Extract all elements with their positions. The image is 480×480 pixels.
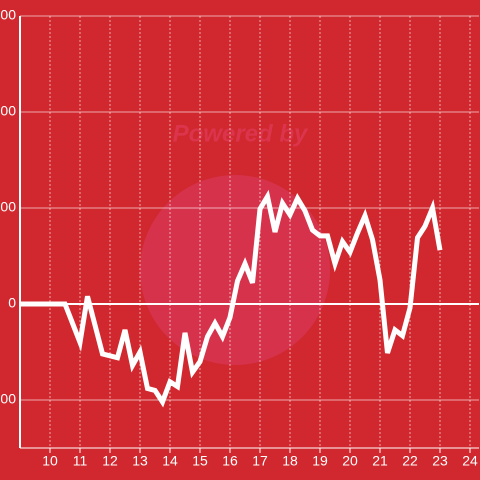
x-tick-label: 10 — [42, 453, 58, 469]
x-tick-label: 24 — [462, 453, 478, 469]
x-tick-label: 22 — [402, 453, 418, 469]
x-tick-label: 19 — [312, 453, 328, 469]
x-tick-label: 18 — [282, 453, 298, 469]
x-tick-label: 12 — [102, 453, 118, 469]
line — [20, 189, 443, 408]
x-tick-label: 23 — [432, 453, 448, 469]
x-tick-label: 15 — [192, 453, 208, 469]
watermark: Powered by — [173, 120, 309, 147]
y-tick-label: -500 — [0, 391, 16, 407]
x-tick-label: 17 — [252, 453, 268, 469]
x-tick-label: 14 — [162, 453, 178, 469]
x-tick-label: 16 — [222, 453, 238, 469]
x-tick-label: 11 — [73, 453, 88, 469]
x-tick-label: 21 — [372, 453, 388, 469]
y-tick-label: 0 — [8, 295, 16, 311]
x-tick-label: 20 — [342, 453, 358, 469]
y-tick-label: 1,000 — [0, 103, 16, 119]
watermark-logo — [140, 175, 330, 365]
y-tick-label: 1,500 — [0, 7, 16, 23]
y-tick-label: 500 — [0, 199, 16, 215]
x-tick-label: 13 — [132, 453, 148, 469]
